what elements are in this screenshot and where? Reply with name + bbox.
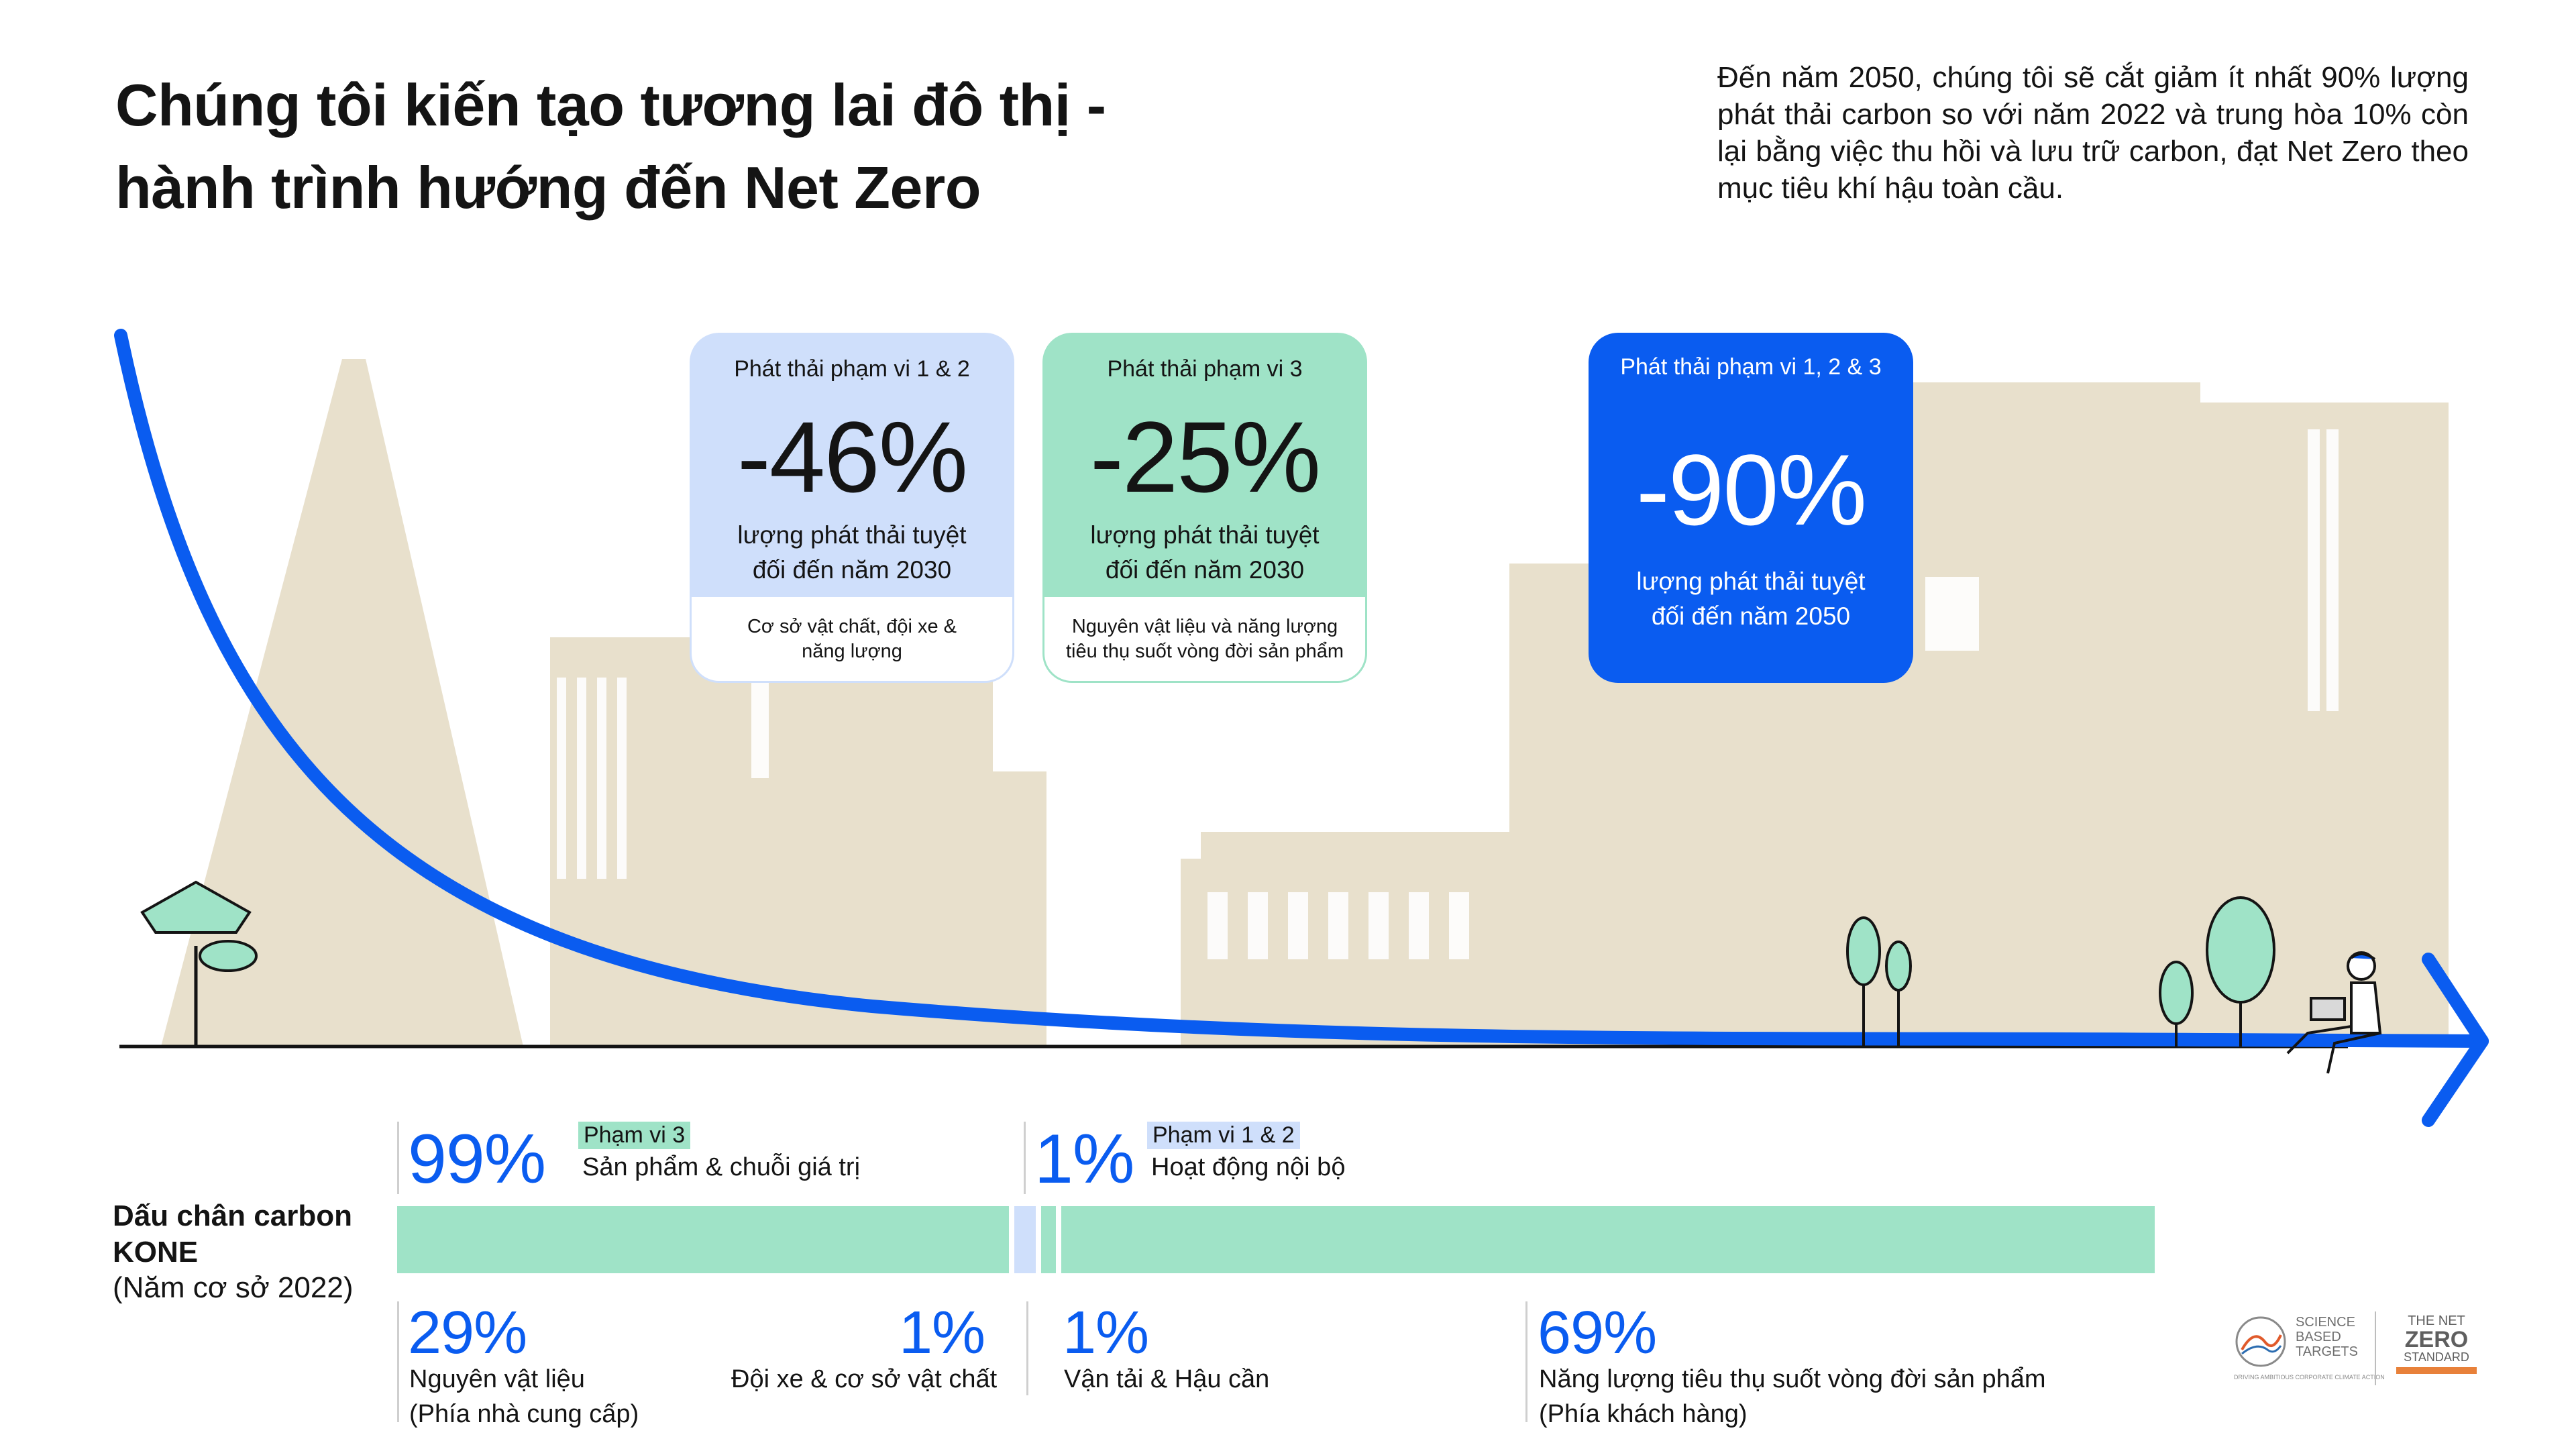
building-mid-top <box>1201 832 1509 865</box>
emission-curve <box>114 329 2489 1048</box>
person-with-laptop-icon <box>2286 951 2382 1074</box>
building-mid-low <box>1181 859 1529 1046</box>
building-right-2 <box>1878 382 2200 1046</box>
energy-label: Năng lượng tiêu thụ suốt vòng đời sản ph… <box>1539 1365 2046 1393</box>
sbt-logo-icon <box>2235 1316 2286 1367</box>
tree-icon <box>140 880 258 1046</box>
logo-divider <box>2375 1311 2376 1385</box>
sbt-logo-tagline: DRIVING AMBITIOUS CORPORATE CLIMATE ACTI… <box>2234 1374 2385 1381</box>
footprint-bar <box>397 1206 2155 1273</box>
divider <box>1026 1301 1028 1395</box>
scope12-tag: Phạm vi 1 & 2 <box>1147 1122 1300 1150</box>
intro-paragraph: Đến năm 2050, chúng tôi sẽ cắt giảm ít n… <box>1717 61 2469 205</box>
card-scope-label: Phát thải phạm vi 1 & 2 <box>734 356 970 382</box>
card-note-text: Nguyên vật liệu và năng lượng tiêu thụ s… <box>1065 616 1344 662</box>
arrow-head-icon <box>2422 953 2489 1127</box>
scope12-label: Hoạt động nội bộ <box>1151 1153 1346 1181</box>
footprint-title-line2: KONE <box>113 1235 199 1269</box>
energy-sub: (Phía khách hàng) <box>1539 1400 1748 1428</box>
card-description: lượng phát thải tuyệt đối đến năm 2050 <box>1636 568 1866 630</box>
card-note-text: Cơ sở vật chất, đội xe & năng lượng <box>747 616 957 662</box>
tree-icon <box>1846 896 2275 1046</box>
sbt-logo: SCIENCE BASED TARGETS DRIVING AMBITIOUS … <box>2234 1315 2388 1389</box>
netzero-line2: ZERO <box>2404 1327 2469 1352</box>
scope12-percentage: 1% <box>1034 1120 1134 1198</box>
materials-sub: (Phía nhà cung cấp) <box>409 1400 639 1428</box>
target-card-scope-all: Phát thải phạm vi 1, 2 & 3 -90% lượng ph… <box>1589 333 1913 683</box>
divider <box>1024 1122 1026 1194</box>
card-percentage: -46% <box>737 400 968 513</box>
transport-percentage: 1% <box>1063 1299 1149 1366</box>
card-note: Cơ sở vật chất, đội xe & năng lượng <box>692 597 1012 681</box>
target-card-scope-3: Phát thải phạm vi 3 -25% lượng phát thải… <box>1042 333 1367 683</box>
bar-segment-fleet-facilities <box>1014 1206 1036 1273</box>
energy-percentage: 69% <box>1538 1299 1657 1366</box>
card-note: Nguyên vật liệu và năng lượng tiêu thụ s… <box>1044 597 1365 681</box>
sbt-logo-text: SCIENCE BASED TARGETS <box>2296 1315 2358 1359</box>
card-description: lượng phát thải tuyệt đối đến năm 2030 <box>737 521 967 584</box>
transport-label: Vận tải & Hậu cần <box>1064 1365 1270 1393</box>
bar-segment-transport <box>1041 1206 1056 1273</box>
netzero-line1: THE NET <box>2408 1313 2465 1328</box>
card-percentage: -25% <box>1089 400 1321 513</box>
net-zero-standard-logo: THE NET ZERO STANDARD <box>2396 1313 2477 1374</box>
target-card-scope-1-2: Phát thải phạm vi 1 & 2 -46% lượng phát … <box>690 333 1014 683</box>
materials-percentage: 29% <box>408 1299 527 1366</box>
card-percentage: -90% <box>1635 433 1867 546</box>
materials-label: Nguyên vật liệu <box>409 1365 585 1393</box>
page-title: Chúng tôi kiến tạo tương lai đô thị - hà… <box>115 72 1106 221</box>
scope3-tag: Phạm vi 3 <box>578 1122 691 1150</box>
netzero-line3: STANDARD <box>2404 1350 2469 1364</box>
scope3-percentage: 99% <box>408 1120 546 1198</box>
bar-segment-energy-use <box>1061 1206 2155 1273</box>
divider <box>1525 1301 1527 1422</box>
card-scope-label: Phát thải phạm vi 1, 2 & 3 <box>1620 354 1882 380</box>
card-description: lượng phát thải tuyệt đối đến năm 2030 <box>1090 521 1320 584</box>
netzero-orange-band <box>2396 1366 2477 1374</box>
fleet-percentage: 1% <box>899 1299 985 1366</box>
bar-segment-materials <box>397 1206 1009 1273</box>
building-left-low <box>885 771 1046 1046</box>
footprint-title-line3: (Năm cơ sở 2022) <box>113 1271 354 1305</box>
footprint-title: Dấu chân carbon KONE (Năm cơ sở 2022) <box>113 1198 353 1306</box>
scope3-label: Sản phẩm & chuỗi giá trị <box>582 1153 861 1181</box>
card-scope-label: Phát thải phạm vi 3 <box>1107 356 1303 382</box>
divider <box>397 1301 399 1422</box>
fleet-label: Đội xe & cơ sở vật chất <box>731 1365 998 1393</box>
footprint-title-line1: Dấu chân carbon <box>113 1199 352 1232</box>
divider <box>397 1122 399 1194</box>
building-windows <box>557 429 2339 959</box>
